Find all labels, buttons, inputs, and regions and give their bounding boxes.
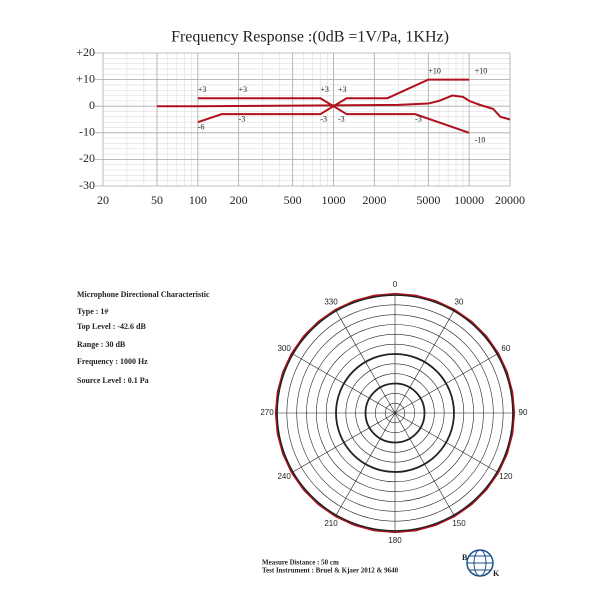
annotation: -6 <box>198 122 205 131</box>
x-tick-label: 200 <box>230 193 248 207</box>
series-line <box>197 105 470 134</box>
annotation: -10 <box>475 136 486 145</box>
series-line <box>197 78 470 108</box>
angle-label: 270 <box>260 408 274 417</box>
spoke <box>394 353 498 414</box>
info-heading: Microphone Directional Characteristic <box>77 290 210 299</box>
x-tick-label: 50 <box>151 193 163 207</box>
annotation: +3 <box>198 85 207 94</box>
chart-title: Frequency Response :(0dB =1V/Pa, 1KHz) <box>171 29 449 46</box>
annotation: +10 <box>428 66 441 75</box>
angle-label: 300 <box>277 344 291 353</box>
info-line: Frequency : 1000 Hz <box>77 357 148 366</box>
spoke <box>394 412 455 516</box>
angle-label: 180 <box>388 536 402 545</box>
angle-label: 120 <box>499 472 513 481</box>
y-tick-label: +20 <box>76 45 95 59</box>
x-tick-label: 5000 <box>416 193 440 207</box>
annotation: -3 <box>320 114 327 123</box>
x-tick-label: 20 <box>97 193 109 207</box>
spoke <box>335 310 396 414</box>
info-line: Source Level : 0.1 Pa <box>77 376 149 385</box>
x-tick-label: 10000 <box>454 193 484 207</box>
angle-label: 210 <box>324 519 338 528</box>
angle-label: 330 <box>324 297 338 306</box>
logo-letter: B <box>462 553 468 562</box>
logo-letter: K <box>493 569 500 578</box>
spoke <box>335 412 396 516</box>
y-tick-label: 0 <box>89 98 95 112</box>
spoke <box>394 310 455 414</box>
annotation: -3 <box>239 114 246 123</box>
x-tick-label: 500 <box>284 193 302 207</box>
pattern-line <box>274 292 516 534</box>
footer-line: Measure Distance : 50 cm <box>262 559 339 567</box>
x-tick-label: 100 <box>189 193 207 207</box>
annotation: +3 <box>338 85 347 94</box>
spoke <box>394 412 498 473</box>
angle-label: 150 <box>452 519 466 528</box>
annotation: -3 <box>415 114 422 123</box>
logo: B K <box>462 549 500 578</box>
info-line: Top Level : -42.6 dB <box>77 322 146 331</box>
annotation: -3 <box>338 114 345 123</box>
x-tick-label: 2000 <box>362 193 386 207</box>
spoke <box>292 353 396 414</box>
x-tick-label: 1000 <box>321 193 345 207</box>
info-line: Range : 30 dB <box>77 340 126 349</box>
angle-label: 60 <box>501 344 510 353</box>
x-tick-label: 20000 <box>495 193 525 207</box>
footer-line: Test Instrument : Bruel & Kjaer 2012 & 9… <box>262 567 399 575</box>
angle-label: 240 <box>277 472 291 481</box>
info-line: Type : 1# <box>77 307 108 316</box>
y-tick-label: +10 <box>76 71 95 85</box>
y-tick-label: -30 <box>79 178 95 192</box>
angle-label: 30 <box>455 297 464 306</box>
annotation: +3 <box>320 85 329 94</box>
y-tick-label: -10 <box>79 125 95 139</box>
angle-label: 0 <box>393 280 398 289</box>
y-tick-label: -20 <box>79 151 95 165</box>
annotation: +10 <box>475 66 488 75</box>
annotation: +3 <box>239 85 248 94</box>
angle-label: 90 <box>519 408 528 417</box>
spoke <box>292 412 396 473</box>
